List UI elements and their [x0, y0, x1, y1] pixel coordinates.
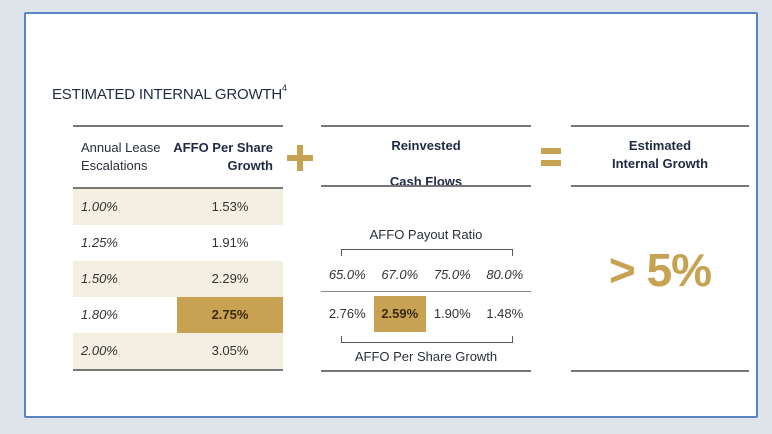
escalation-header: Annual Lease Escalations — [81, 140, 161, 173]
mid-bottom-rule — [321, 370, 531, 372]
growth-cell: 1.90% — [433, 306, 471, 321]
estimated-growth-value: > 5% — [608, 244, 712, 296]
payout-ratio-cell: 75.0% — [433, 267, 471, 282]
payout-ratio-row: 65.0% 67.0% 75.0% 80.0% — [321, 263, 531, 287]
section-title: ESTIMATED INTERNAL GROWTH4 — [52, 83, 287, 103]
footnote-marker: 4 — [282, 83, 287, 93]
growth-cell: 1.48% — [486, 306, 524, 321]
payout-ratio-cell: 67.0% — [381, 267, 419, 282]
escalation-cell: 1.50% — [81, 271, 118, 286]
escalation-cell: 1.00% — [81, 199, 118, 214]
table-bottom-rule — [73, 369, 283, 371]
payout-ratio-cell: 65.0% — [328, 267, 366, 282]
growth-cell: 3.05% — [211, 343, 249, 358]
escalation-cell: 2.00% — [81, 343, 118, 358]
table-header: Annual Lease Escalations AFFO Per Share … — [73, 127, 283, 187]
right-bottom-rule — [571, 370, 749, 372]
bottom-bracket — [341, 336, 513, 343]
ratio-divider — [321, 291, 531, 292]
table-row: 2.00% 3.05% — [73, 333, 283, 369]
escalation-cell: 1.25% — [81, 235, 118, 250]
table-top-rule — [73, 125, 283, 127]
estimated-growth-block: Estimated Internal Growth > 5% — [571, 125, 749, 373]
growth-cell: 1.91% — [211, 235, 249, 250]
mid-top-rule — [321, 125, 531, 127]
escalation-cell: 1.80% — [81, 307, 118, 322]
table-row: 1.25% 1.91% — [73, 225, 283, 261]
growth-cell: 2.76% — [328, 306, 366, 321]
equals-icon — [541, 146, 561, 168]
estimated-growth-header: Estimated Internal Growth — [611, 138, 709, 171]
reinvested-cash-flows-block: Reinvested Cash Flows AFFO Payout Ratio 6… — [321, 125, 531, 373]
plus-icon — [287, 145, 313, 171]
table-row: 1.00% 1.53% — [73, 189, 283, 225]
payout-ratio-cell: 80.0% — [486, 267, 524, 282]
affo-growth-header: AFFO Per Share Growth — [173, 140, 273, 173]
header-rule — [73, 187, 283, 189]
growth-cell-highlighted: 2.75% — [177, 297, 283, 333]
affo-growth-label: AFFO Per Share Growth — [354, 349, 498, 364]
payout-ratio-label: AFFO Payout Ratio — [369, 227, 483, 242]
mid-header-rule — [321, 185, 531, 187]
lease-escalation-table: Annual Lease Escalations AFFO Per Share … — [73, 125, 283, 371]
table-row: 1.80% 2.75% — [73, 297, 283, 333]
affo-growth-row: 2.76% 2.59% 1.90% 1.48% — [321, 296, 531, 332]
growth-cell: 2.29% — [211, 271, 249, 286]
reinvested-header: Reinvested Cash Flows — [389, 138, 463, 189]
top-bracket — [341, 249, 513, 256]
growth-cell: 1.53% — [211, 199, 249, 214]
right-header-rule — [571, 185, 749, 187]
growth-cell-highlighted: 2.59% — [373, 296, 426, 332]
right-top-rule — [571, 125, 749, 127]
table-row: 1.50% 2.29% — [73, 261, 283, 297]
